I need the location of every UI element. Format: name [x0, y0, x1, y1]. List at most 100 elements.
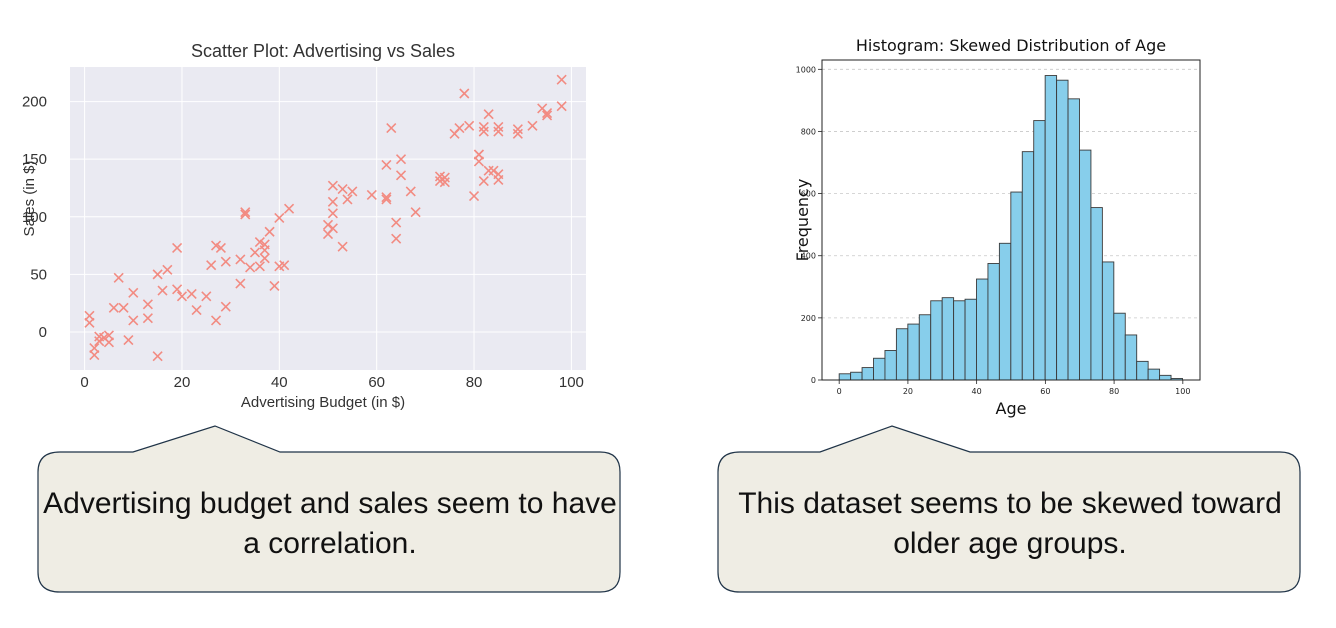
scatter-point-stroke [439, 172, 450, 183]
scatter-point [391, 217, 402, 228]
scatter-point-stroke [405, 186, 416, 197]
scatter-point [172, 284, 183, 295]
scatter-point-stroke [381, 194, 392, 205]
x-tick-label: 100 [559, 374, 584, 391]
scatter-point [279, 260, 290, 271]
scatter-point [142, 313, 153, 324]
scatter-point [541, 108, 553, 119]
y-tick-label: 0 [39, 324, 47, 341]
scatter-point [541, 110, 553, 121]
scatter-point-stroke [186, 288, 197, 300]
y-tick-label: 400 [801, 252, 816, 261]
histogram-bar [930, 300, 943, 381]
scatter-point [337, 241, 348, 252]
scatter-point-stroke [240, 207, 251, 218]
callout-right-text: This dataset seems to be skewed toward o… [738, 487, 1282, 560]
histogram-bar [1010, 191, 1023, 381]
scatter-point [142, 299, 153, 310]
histogram-bar [1136, 360, 1149, 381]
scatter-point [410, 207, 421, 218]
scatter-point [108, 302, 119, 313]
scatter-point-stroke [537, 103, 548, 114]
scatter-point-stroke [395, 154, 407, 165]
y-tick-label: 50 [30, 266, 47, 283]
histogram-bar [1033, 120, 1046, 381]
scatter-point [259, 245, 270, 256]
histogram-bar [941, 297, 955, 381]
scatter-point-stroke [327, 208, 338, 219]
scatter-point [483, 109, 494, 120]
callout-left-shape [37, 425, 621, 593]
scatter-point-stroke [206, 260, 217, 271]
histogram-bar [987, 263, 1000, 381]
scatter-point-stroke [108, 302, 119, 313]
y-axis-label: Frequency [793, 179, 812, 262]
scatter-point [459, 88, 470, 99]
chart-title: Scatter Plot: Advertising vs Sales [191, 41, 455, 61]
scatter-point-stroke [488, 165, 499, 176]
scatter-point-stroke [439, 177, 450, 188]
scatter-point [468, 190, 480, 202]
scatter-point [103, 337, 115, 348]
scatter-point-stroke [322, 219, 334, 230]
scatter-point [283, 203, 295, 214]
scatter-point-stroke [254, 261, 265, 272]
scatter-point [269, 280, 280, 291]
y-tick-label: 1000 [796, 65, 816, 74]
scatter-point [186, 288, 197, 300]
histogram-bar [1056, 79, 1069, 381]
scatter-point [381, 192, 392, 203]
histogram-bar [998, 242, 1012, 381]
histogram-bar [850, 371, 863, 381]
scatter-point-stroke [434, 175, 446, 187]
histogram-bar [861, 367, 874, 381]
scatter-point-stroke [381, 192, 392, 203]
histogram-bar [1159, 374, 1172, 381]
y-tick-label: 200 [801, 314, 816, 323]
scatter-point [342, 194, 353, 205]
histogram-bar [1079, 149, 1092, 381]
x-tick-label: 60 [1040, 387, 1050, 396]
scatter-point-stroke [172, 242, 183, 253]
x-axis-label: Advertising Budget (in $) [241, 394, 405, 411]
scatter-point [220, 301, 231, 312]
scatter-point-stroke [556, 74, 567, 85]
x-tick-label: 80 [466, 374, 483, 391]
scatter-point-stroke [176, 291, 188, 302]
histogram-chart: 0 20 40 60 80 10002004006008001000Histogram: … [793, 36, 1201, 418]
scatter-point-stroke [386, 122, 397, 134]
scatter-point-stroke [162, 264, 173, 275]
scatter-point [210, 240, 222, 251]
callout-right-shape [717, 425, 1301, 593]
scatter-point-stroke [274, 212, 285, 223]
scatter-point [327, 208, 338, 219]
scatter-point-stroke [459, 88, 470, 99]
scatter-point-stroke [142, 299, 153, 310]
histogram-bar [838, 373, 852, 381]
scatter-point [274, 212, 285, 223]
scatter-point [220, 256, 231, 267]
scatter-point-stroke [468, 190, 480, 202]
scatter-point-stroke [342, 194, 353, 205]
scatter-point-stroke [327, 196, 338, 207]
scatter-point-stroke [478, 126, 489, 137]
scatter-point [206, 260, 217, 271]
scatter-point-stroke [512, 128, 523, 139]
scatter-point-stroke [94, 331, 105, 342]
scatter-point-stroke [259, 245, 270, 256]
scatter-point-stroke [89, 343, 100, 354]
scatter-point [264, 226, 275, 237]
scatter-point [249, 247, 261, 258]
scatter-point-stroke [473, 156, 484, 167]
scatter-point [322, 219, 334, 230]
y-tick-label: 200 [22, 94, 47, 111]
scatter-point [118, 302, 129, 313]
scatter-point [381, 194, 392, 205]
x-tick-label: 20 [174, 374, 191, 391]
scatter-point [527, 120, 538, 131]
scatter-point [201, 291, 212, 302]
scatter-point [347, 186, 358, 197]
x-tick-label: 20 [903, 387, 913, 396]
y-tick-label: 800 [801, 127, 816, 136]
scatter-point [259, 253, 270, 264]
